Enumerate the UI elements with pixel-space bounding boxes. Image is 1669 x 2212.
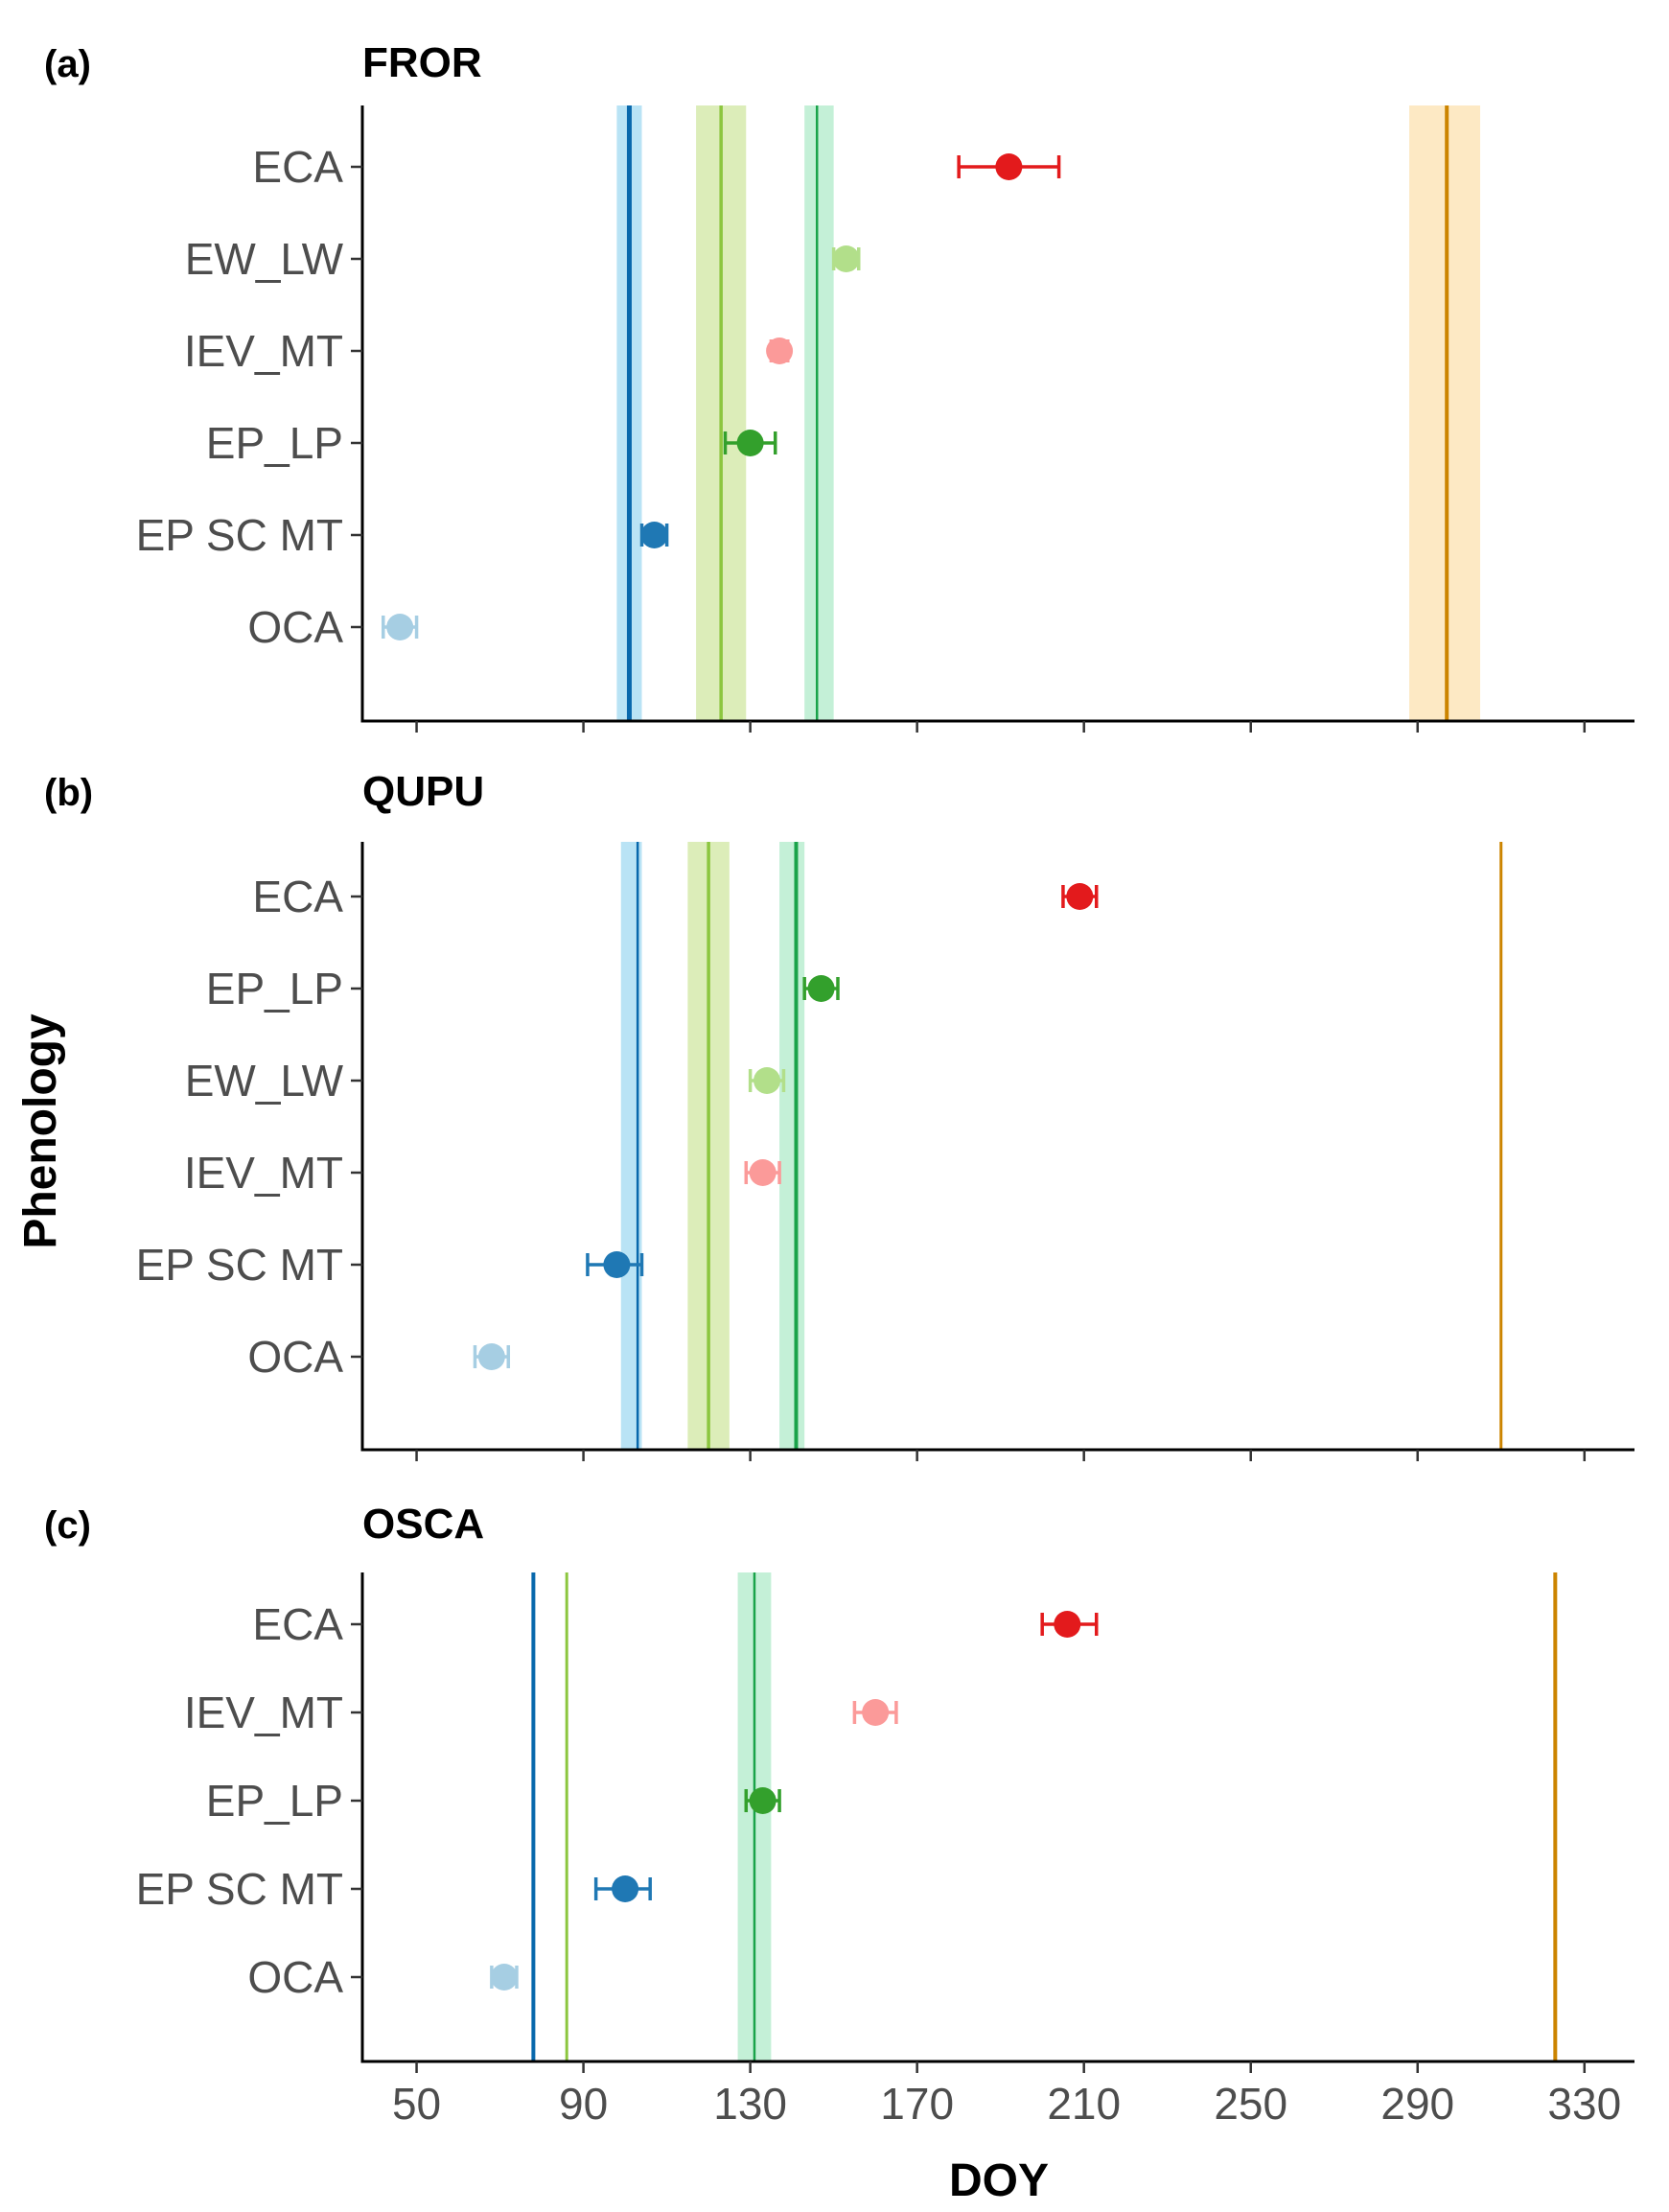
y-tick-label: ECA: [252, 872, 343, 921]
point-marker: [832, 245, 860, 272]
y-tick-label: EP_LP: [206, 1776, 343, 1826]
point-marker: [640, 522, 668, 548]
data-point-eca: [1040, 1611, 1099, 1638]
y-tick-label: IEV_MT: [184, 1148, 343, 1198]
y-tick-label: ECA: [252, 142, 343, 192]
y-tick-label: EP_LP: [206, 418, 343, 468]
y-tick-label: OCA: [247, 602, 343, 652]
point-marker: [603, 1251, 631, 1278]
y-axis-title: Phenology: [15, 1013, 66, 1249]
y-tick-label: OCA: [247, 1952, 343, 2002]
reference-band: [779, 842, 805, 1450]
x-tick-label: 290: [1380, 2079, 1454, 2129]
x-tick-label: 250: [1214, 2079, 1287, 2129]
data-point-ep-sc-mt: [586, 1251, 644, 1278]
point-marker: [1066, 883, 1094, 910]
reference-band: [1409, 105, 1481, 721]
panel-osca: 50 90 130 170 210 250 290 330 ECA IEV_MT EP_LP EP S…: [44, 1501, 1634, 2129]
y-tick-label: OCA: [247, 1332, 343, 1382]
point-marker: [749, 1787, 777, 1814]
x-tick-label: 210: [1047, 2079, 1121, 2129]
x-axis-title: DOY: [949, 2155, 1049, 2206]
point-marker: [766, 338, 794, 364]
data-point-ep-lp: [744, 1787, 781, 1814]
point-marker: [995, 153, 1023, 180]
point-marker: [477, 1343, 505, 1370]
point-marker: [749, 1159, 777, 1186]
x-tick-label: 170: [880, 2079, 954, 2129]
y-tick-label: ECA: [252, 1599, 343, 1649]
y-tick-label: EW_LW: [185, 234, 344, 284]
point-marker: [386, 614, 414, 640]
data-point-eca: [957, 153, 1061, 180]
y-tick-label: EP SC MT: [136, 1240, 343, 1290]
data-point-ep-sc-mt: [639, 522, 669, 548]
data-point-iev-mt: [766, 338, 794, 364]
panel-tag: (a): [44, 43, 91, 85]
data-point-eca: [1061, 883, 1099, 910]
y-tick-label: EP SC MT: [136, 510, 343, 560]
x-tick-label: 90: [559, 2079, 608, 2129]
panel-tag: (b): [44, 772, 93, 814]
data-point-iev-mt: [852, 1699, 898, 1726]
data-point-ew-lw: [831, 245, 861, 272]
data-point-iev-mt: [744, 1159, 781, 1186]
point-marker: [862, 1699, 890, 1726]
data-point-ep-lp: [723, 430, 777, 456]
y-tick-label: EW_LW: [185, 1056, 344, 1106]
y-tick-label: IEV_MT: [184, 326, 343, 376]
panel-title: OSCA: [362, 1501, 484, 1548]
point-marker: [736, 430, 764, 456]
data-point-oca: [473, 1343, 511, 1370]
panel-fror: ECA EW_LW IEV_MT EP_LP EP SC MT OCA (a) FROR: [44, 39, 1634, 733]
data-point-oca: [490, 1964, 519, 1991]
x-tick-label: 330: [1547, 2079, 1621, 2129]
point-marker: [490, 1964, 518, 1991]
data-point-ep-lp: [802, 975, 840, 1002]
y-tick-label: IEV_MT: [184, 1688, 343, 1737]
point-marker: [1054, 1611, 1081, 1638]
data-point-oca: [382, 614, 419, 640]
y-tick-label: EP_LP: [206, 964, 343, 1013]
panel-tag: (c): [44, 1504, 91, 1547]
y-tick-label: EP SC MT: [136, 1864, 343, 1914]
data-point-ep-sc-mt: [593, 1875, 652, 1902]
point-marker: [612, 1875, 639, 1902]
panel-title: QUPU: [362, 768, 484, 815]
data-point-ew-lw: [748, 1067, 786, 1094]
reference-band: [804, 105, 834, 721]
x-tick-label: 50: [392, 2079, 441, 2129]
panel-qupu: ECA EP_LP EW_LW IEV_MT EP SC MT OCA (b) QUPU: [44, 768, 1634, 1461]
x-tick-label: 130: [713, 2079, 787, 2129]
point-marker: [753, 1067, 781, 1094]
panel-title: FROR: [362, 39, 482, 86]
point-marker: [807, 975, 835, 1002]
